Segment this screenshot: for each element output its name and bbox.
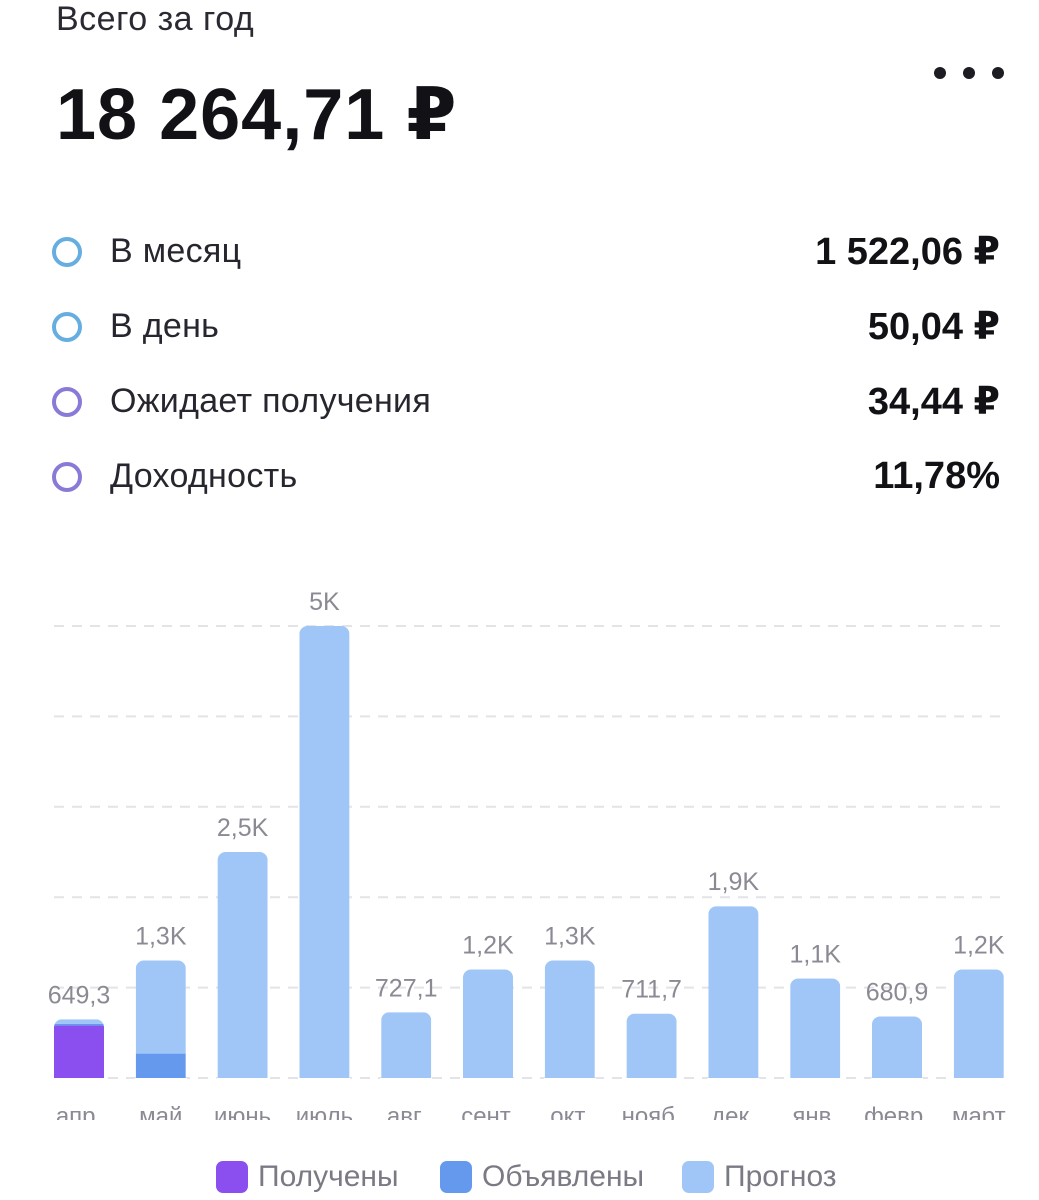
ring-icon <box>52 461 82 492</box>
legend-item-received[interactable]: Получены <box>216 1160 399 1194</box>
data-label: 1,9K <box>708 868 760 896</box>
bar-base-mask <box>298 1078 351 1088</box>
bar-base-mask <box>707 1078 760 1088</box>
bar-segment <box>299 626 350 1078</box>
category-label: апр. <box>56 1103 102 1120</box>
bar-base-mask <box>789 1078 842 1088</box>
bar-base-mask <box>134 1078 187 1088</box>
stat-label: В месяц <box>110 232 242 270</box>
category-label: нояб. <box>622 1103 682 1120</box>
stat-row-pending: Ожидает получения 34,44 ₽ <box>52 364 1004 439</box>
more-options-icon[interactable] <box>934 58 1004 88</box>
stats-list: В месяц 1 522,06 ₽ В день 50,04 ₽ Ожидае… <box>52 214 1004 514</box>
stat-value: 11,78% <box>873 455 1000 497</box>
stat-value: 34,44 ₽ <box>867 381 1000 423</box>
data-label: 1,2K <box>953 932 1005 960</box>
bar-июнь[interactable] <box>217 852 268 1078</box>
legend-swatch <box>682 1161 714 1193</box>
bar-янв.[interactable] <box>790 978 841 1078</box>
bar-base-mask <box>625 1078 678 1088</box>
category-label: июнь <box>214 1103 271 1120</box>
data-label: 5K <box>309 588 340 616</box>
data-label: 680,9 <box>866 978 929 1006</box>
legend-label: Прогноз <box>724 1160 837 1193</box>
legend-swatch <box>440 1161 472 1193</box>
bar-segment <box>544 960 595 1078</box>
ring-icon <box>52 236 82 267</box>
bar-дек.[interactable] <box>708 906 759 1078</box>
bar-base-mask <box>380 1078 433 1088</box>
bar-segment <box>953 969 1004 1078</box>
ring-icon <box>52 311 82 342</box>
category-label: дек. <box>711 1103 756 1120</box>
stat-label: В день <box>110 307 220 345</box>
bar-апр.[interactable] <box>54 1019 104 1078</box>
data-label: 649,3 <box>48 981 111 1009</box>
bar-segment <box>54 1025 104 1078</box>
category-label: сент. <box>461 1103 515 1120</box>
category-label: окт. <box>550 1103 589 1120</box>
data-label: 711,7 <box>621 976 682 1004</box>
bar-segment <box>708 906 759 1078</box>
legend-item-announced[interactable]: Объявлены <box>440 1160 644 1194</box>
bar-base-mask <box>952 1078 1005 1088</box>
yearly-total-amount: 18 264,71 ₽ <box>56 75 458 155</box>
stat-row-per-day: В день 50,04 ₽ <box>52 289 1004 364</box>
bar-segment <box>135 960 186 1054</box>
stat-label: Ожидает получения <box>110 382 432 420</box>
data-label: 1,2K <box>462 932 514 960</box>
bar-май[interactable] <box>135 960 186 1078</box>
legend-item-forecast[interactable]: Прогноз <box>682 1160 837 1194</box>
stat-label: Доходность <box>110 457 298 495</box>
bar-авг.[interactable] <box>381 1012 432 1078</box>
chart-legend: Получены Объявлены Прогноз <box>0 1160 1039 1200</box>
bar-февр.[interactable] <box>872 1016 922 1078</box>
bar-base-mask <box>871 1078 923 1088</box>
legend-label: Получены <box>258 1160 399 1193</box>
bar-июль[interactable] <box>299 626 350 1078</box>
stat-value: 50,04 ₽ <box>867 306 1000 348</box>
data-label: 1,3K <box>544 922 596 950</box>
bar-segment <box>54 1019 104 1024</box>
data-label: 1,1K <box>789 941 841 969</box>
legend-swatch <box>216 1161 248 1193</box>
bar-base-mask <box>216 1078 269 1088</box>
bar-base-mask <box>543 1078 596 1088</box>
stat-row-yield: Доходность 11,78% <box>52 439 1004 514</box>
category-label: февр. <box>864 1103 930 1120</box>
bar-segment <box>463 969 513 1078</box>
dot <box>992 67 1004 79</box>
bar-segment <box>872 1016 922 1078</box>
data-label: 2,5K <box>217 814 269 842</box>
bar-base-mask <box>53 1078 105 1088</box>
category-label: янв. <box>792 1103 838 1120</box>
category-label: май <box>139 1103 182 1120</box>
bar-окт.[interactable] <box>544 960 595 1078</box>
bar-segment <box>135 1053 186 1078</box>
data-label: 727,1 <box>375 974 438 1002</box>
category-label: июль <box>296 1103 353 1120</box>
bar-base-mask <box>462 1078 514 1088</box>
category-label: март <box>952 1103 1006 1120</box>
dot <box>963 67 975 79</box>
bar-segment <box>790 978 841 1078</box>
bar-segment <box>217 852 268 1078</box>
legend-label: Объявлены <box>482 1160 645 1193</box>
bar-segment <box>381 1012 432 1078</box>
bar-segment <box>626 1013 677 1078</box>
ring-icon <box>52 386 82 417</box>
bar-сент.[interactable] <box>463 969 513 1078</box>
bar-segment <box>54 1023 104 1026</box>
data-label: 1,3K <box>135 922 187 950</box>
page-title: Всего за год <box>56 0 255 38</box>
stat-value: 1 522,06 ₽ <box>815 231 1000 273</box>
dot <box>934 67 946 79</box>
bar-март[interactable] <box>953 969 1004 1078</box>
bar-нояб.[interactable] <box>626 1013 677 1078</box>
stat-row-per-month: В месяц 1 522,06 ₽ <box>52 214 1004 289</box>
monthly-dividends-chart: 649,3 апр. 1,3K май 2,5K июнь 5K июль 727,1 авг. 1… <box>48 588 1006 1120</box>
category-label: авг. <box>387 1103 426 1120</box>
